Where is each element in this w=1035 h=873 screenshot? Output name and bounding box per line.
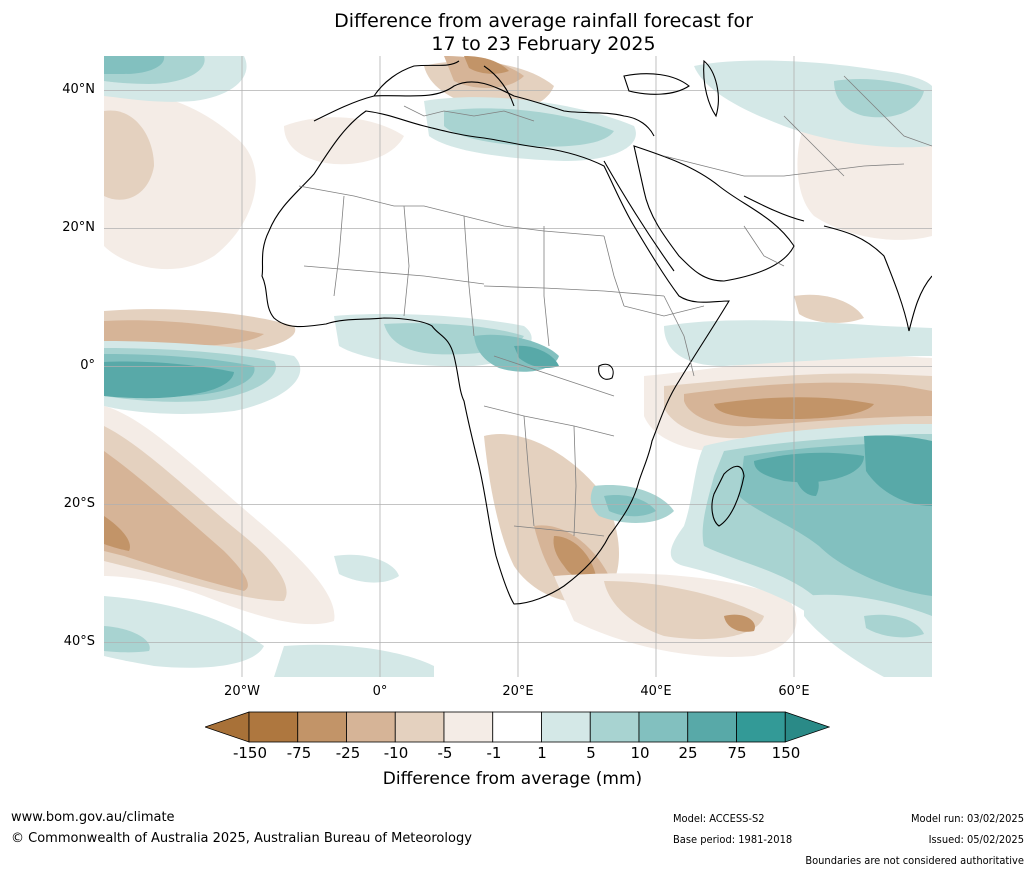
wet-anomaly-regions (104, 56, 932, 677)
colorbar-extend-low (203, 711, 250, 743)
rainfall-anomaly-map (104, 56, 932, 677)
colorbar-block (297, 711, 347, 743)
base-period-text: Base period: 1981-2018 (673, 833, 793, 846)
colorbar-block (394, 711, 445, 743)
colorbar-block (541, 711, 591, 743)
lat-label-0: 0° (80, 358, 95, 373)
colorbar-tick: -1 (486, 744, 502, 762)
colorbar-block (492, 711, 542, 743)
lat-label-20n: 20°N (62, 220, 95, 235)
colorbar-block (687, 711, 737, 743)
colorbar-block (736, 711, 786, 743)
colorbar-tick: -5 (437, 744, 453, 762)
lat-label-20s: 20°S (63, 496, 95, 511)
website-link[interactable]: www.bom.gov.au/climate (11, 810, 175, 825)
lon-label-0: 0° (372, 684, 388, 699)
colorbar-block (248, 711, 299, 743)
disclaimer-text: Boundaries are not considered authoritat… (805, 854, 1024, 867)
country-borders (298, 75, 932, 537)
lat-label-40s: 40°S (63, 634, 95, 649)
colorbar-tick: -150 (232, 744, 268, 762)
graticule (104, 56, 932, 677)
colorbar-tick: 5 (586, 744, 596, 762)
lon-label-20e: 20°E (502, 684, 534, 699)
model-text: Model: ACCESS-S2 (673, 812, 765, 825)
lon-label-40e: 40°E (640, 684, 672, 699)
colorbar-extend-high (784, 711, 831, 743)
issued-text: Issued: 05/02/2025 (928, 833, 1024, 846)
colorbar-blocks (203, 711, 831, 743)
model-run-text: Model run: 03/02/2025 (911, 812, 1024, 825)
colorbar-tick: 75 (727, 744, 747, 762)
colorbar-tick: 10 (630, 744, 650, 762)
colorbar-tick: 25 (678, 744, 698, 762)
coastlines (261, 59, 932, 605)
colorbar-tick: 1 (537, 744, 547, 762)
colorbar-title-text: Difference from average (mm) (382, 769, 643, 789)
lon-label-60e: 60°E (778, 684, 810, 699)
map-title-line1: Difference from average rainfall forecas… (334, 10, 753, 32)
colorbar-block (638, 711, 689, 743)
colorbar-tick: -10 (383, 744, 409, 762)
lon-label-20w: 20°W (224, 684, 260, 699)
colorbar-tick: 150 (771, 744, 801, 762)
colorbar-block (589, 711, 640, 743)
colorbar-block (443, 711, 494, 743)
colorbar-block (346, 711, 396, 743)
colorbar-title: Difference from average (mm) (0, 769, 1035, 789)
copyright-text: © Commonwealth of Australia 2025, Austra… (11, 831, 472, 846)
map-title: Difference from average rainfall forecas… (0, 10, 1035, 56)
colorbar (203, 711, 831, 743)
map-title-line2: 17 to 23 February 2025 (431, 33, 656, 55)
lat-label-40n: 40°N (62, 82, 95, 97)
colorbar-tick: -75 (286, 744, 312, 762)
colorbar-tick: -25 (335, 744, 361, 762)
